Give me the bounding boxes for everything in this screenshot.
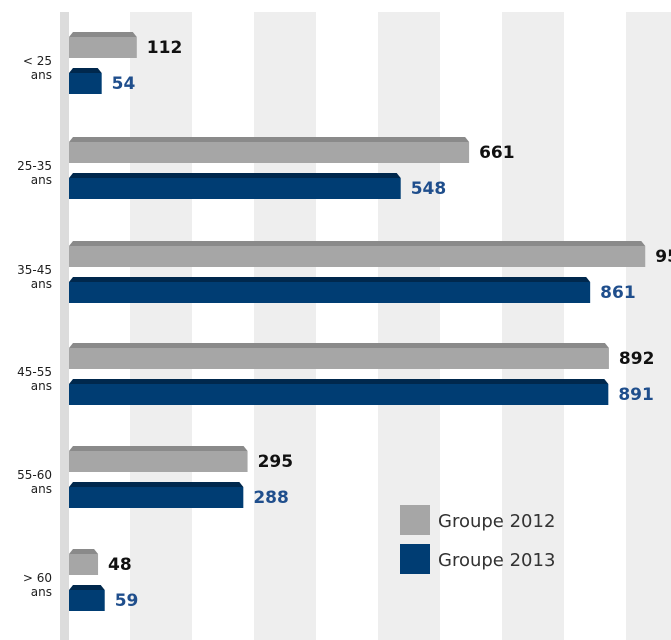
bar-top-edge bbox=[69, 137, 470, 142]
bar-2012-3 bbox=[69, 343, 609, 369]
value-label: 288 bbox=[253, 488, 289, 508]
bar-2013-3 bbox=[69, 379, 609, 405]
bar-2012-4 bbox=[69, 446, 248, 472]
bar-top-edge bbox=[69, 241, 646, 246]
bar-top-edge bbox=[69, 379, 609, 384]
bar-face bbox=[69, 487, 244, 508]
axis-bar bbox=[60, 12, 69, 640]
value-label: 892 bbox=[619, 349, 655, 369]
bar-top-edge bbox=[69, 482, 244, 487]
bar-2013-0 bbox=[69, 68, 102, 94]
category-label: < 25 bbox=[23, 54, 52, 68]
category-label: 25-35 bbox=[17, 159, 52, 173]
value-label: 54 bbox=[112, 74, 136, 94]
legend: Groupe 2012 Groupe 2013 bbox=[400, 505, 555, 574]
bar-face bbox=[69, 142, 470, 163]
category-label: ans bbox=[31, 173, 52, 187]
bar-2012-5 bbox=[69, 549, 99, 575]
category-label: 35-45 bbox=[17, 263, 52, 277]
grid-band-4 bbox=[502, 12, 564, 640]
bar-2012-1 bbox=[69, 137, 470, 163]
value-label: 891 bbox=[618, 385, 654, 405]
bar-face bbox=[69, 282, 591, 303]
category-label: ans bbox=[31, 482, 52, 496]
bar-top-edge bbox=[69, 549, 99, 554]
bar-face bbox=[69, 178, 401, 199]
value-label: 112 bbox=[147, 38, 183, 58]
bar-face bbox=[69, 384, 609, 405]
bar-top-edge bbox=[69, 343, 609, 348]
legend-label-2013: Groupe 2013 bbox=[438, 550, 555, 571]
value-label: 548 bbox=[411, 179, 447, 199]
value-label: 861 bbox=[600, 283, 636, 303]
legend-label-2012: Groupe 2012 bbox=[438, 511, 555, 532]
bar-top-edge bbox=[69, 173, 401, 178]
bar-top-edge bbox=[69, 585, 105, 590]
grid-band-1 bbox=[130, 12, 192, 640]
value-label: 295 bbox=[258, 452, 294, 472]
value-label: 48 bbox=[108, 555, 132, 575]
bar-top-edge bbox=[69, 277, 591, 282]
bar-face bbox=[69, 590, 105, 611]
bar-2012-2 bbox=[69, 241, 646, 267]
grid-bands bbox=[130, 12, 671, 640]
category-label: 45-55 bbox=[17, 365, 52, 379]
category-label: ans bbox=[31, 585, 52, 599]
value-label: 59 bbox=[115, 591, 139, 611]
value-label: 661 bbox=[479, 143, 514, 163]
value-labels: 112 54 661 548 95 861 892 891 295 288 48 59 bbox=[108, 38, 671, 611]
bar-2013-2 bbox=[69, 277, 591, 303]
bar-face bbox=[69, 348, 609, 369]
value-label: 95 bbox=[655, 247, 671, 267]
category-labels: < 25ans25-35ans35-45ans45-55ans55-60ans>… bbox=[17, 54, 52, 599]
bar-top-edge bbox=[69, 446, 248, 451]
category-label: > 60 bbox=[23, 571, 52, 585]
category-label: ans bbox=[31, 379, 52, 393]
bar-2013-4 bbox=[69, 482, 244, 508]
bar-top-edge bbox=[69, 68, 102, 73]
bar-face bbox=[69, 246, 646, 267]
category-label: ans bbox=[31, 68, 52, 82]
bar-face bbox=[69, 554, 99, 575]
bar-series bbox=[69, 32, 646, 611]
bar-top-edge bbox=[69, 32, 137, 37]
category-label: ans bbox=[31, 277, 52, 291]
category-label: 55-60 bbox=[17, 468, 52, 482]
legend-swatch-2012 bbox=[400, 505, 430, 535]
grid-band-2 bbox=[254, 12, 316, 640]
bar-face bbox=[69, 451, 248, 472]
bar-2013-5 bbox=[69, 585, 105, 611]
bar-2012-0 bbox=[69, 32, 137, 58]
bar-2013-1 bbox=[69, 173, 401, 199]
bar-face bbox=[69, 37, 137, 58]
grid-band-5 bbox=[626, 12, 671, 640]
legend-swatch-2013 bbox=[400, 544, 430, 574]
grid-band-3 bbox=[378, 12, 440, 640]
bar-face bbox=[69, 73, 102, 94]
